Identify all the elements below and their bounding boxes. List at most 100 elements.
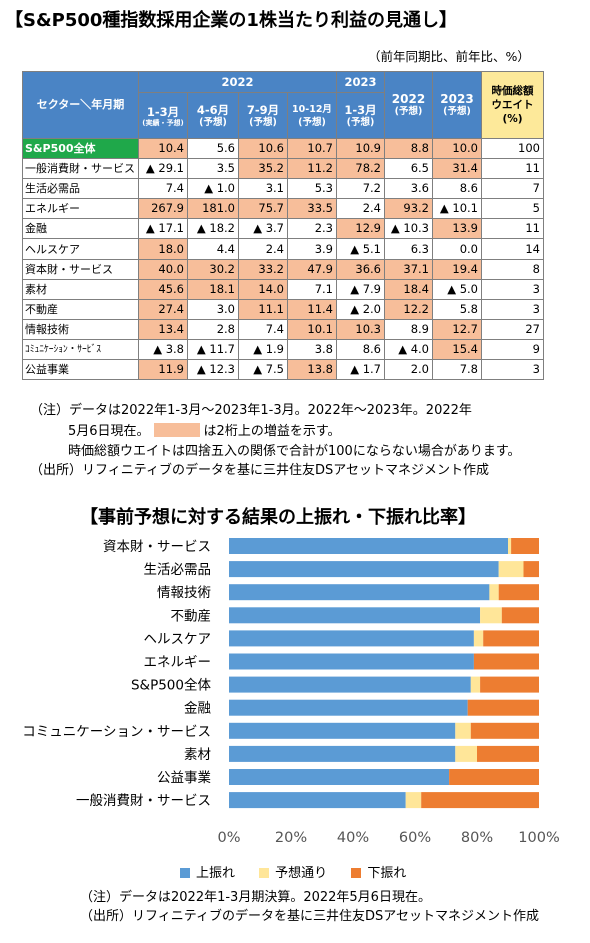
bar-segment xyxy=(229,630,474,647)
sector-cell: S&P500全体 xyxy=(22,137,139,160)
category-label: 一般消費財・サービス xyxy=(76,793,211,809)
value-cell: 6.3 xyxy=(384,238,433,260)
value-cell: 10.0 xyxy=(432,137,482,160)
value-cell: ▲ 3.8 xyxy=(138,338,188,361)
value-cell: 3.5 xyxy=(187,158,239,180)
value-cell: 11.4 xyxy=(287,298,337,320)
sector-cell: ｺﾐｭﾆｹｰｼｮﾝ・ｻｰﾋﾞｽ xyxy=(22,338,139,361)
sector-cell: 素材 xyxy=(22,278,139,300)
table-row: 一般消費財・サービス ▲ 29.1 3.5 35.2 11.2 78.2 6.5 31.4 11 xyxy=(22,158,544,180)
sector-cell: ヘルスケア xyxy=(22,238,139,260)
col-label: 1-3月 xyxy=(344,102,377,117)
bar-segment xyxy=(498,584,539,601)
weight-cell: 11 xyxy=(481,158,544,180)
col-label: 4-6月 xyxy=(196,102,230,117)
value-cell: 8.6 xyxy=(432,178,482,200)
bar-segment xyxy=(473,653,539,670)
legend-swatch xyxy=(351,868,362,878)
col-header: 1-3月 (予想) xyxy=(336,92,385,139)
value-cell: 78.2 xyxy=(336,158,385,180)
weight-cell: 7 xyxy=(481,178,544,200)
weight-cell: 27 xyxy=(481,318,544,340)
category-label: 情報技術 xyxy=(157,585,211,601)
year-2022-header: 2022 xyxy=(138,71,337,93)
value-cell: 11.9 xyxy=(138,359,188,381)
bar-segment xyxy=(229,561,499,578)
value-cell: 19.4 xyxy=(432,258,482,280)
source-line: （出所）リフィニティブのデータを基に三井住友DSアセットマネジメント作成 xyxy=(30,463,489,478)
sector-cell: 資本財・サービス xyxy=(22,258,139,280)
bar-segment xyxy=(480,607,502,624)
bar-segment xyxy=(449,769,539,785)
value-cell: 8.6 xyxy=(336,338,385,361)
value-cell: ▲ 1.9 xyxy=(238,338,288,361)
bar-segment xyxy=(508,538,512,554)
bar-segment xyxy=(229,538,508,554)
bar-segment xyxy=(229,722,456,739)
value-cell: ▲ 12.3 xyxy=(187,359,239,381)
legend-swatch xyxy=(259,868,270,878)
highlight-swatch xyxy=(153,423,200,437)
value-cell: 10.9 xyxy=(336,137,385,160)
value-cell: 13.9 xyxy=(432,218,482,240)
value-cell: 13.4 xyxy=(138,318,188,340)
category-label: S&P500全体 xyxy=(131,677,212,694)
year-2023-header: 2023 xyxy=(336,71,385,93)
bar-segment xyxy=(229,607,481,624)
col-header: 4-6月 (予想) xyxy=(187,92,239,139)
value-cell: 37.1 xyxy=(384,258,433,280)
legend-label: 上振れ xyxy=(196,866,236,881)
bar-segment xyxy=(229,699,468,716)
col-header: 10-12月 (予想) xyxy=(287,92,337,139)
value-cell: 5.3 xyxy=(287,178,337,200)
weight-header-line: ウエイト xyxy=(491,99,534,111)
table-row: エネルギー 267.9 181.0 75.7 33.5 2.4 93.2 ▲ 10.1 5 xyxy=(22,198,544,220)
value-cell: 10.4 xyxy=(138,137,188,160)
value-cell: 2.0 xyxy=(384,359,433,381)
value-cell: ▲ 3.7 xyxy=(238,218,288,240)
col-label: 1-3月 xyxy=(146,104,180,119)
sector-cell: 金融 xyxy=(22,218,139,240)
table-row: 不動産 27.4 3.0 11.1 11.4 ▲ 2.0 12.2 5.8 3 xyxy=(22,298,544,320)
table-row: 生活必需品 7.4 ▲ 1.0 3.1 5.3 7.2 3.6 8.6 7 xyxy=(22,178,544,200)
bar-segment xyxy=(523,561,539,578)
col-2022-header: 2022 (予想) xyxy=(384,71,433,139)
weight-cell: 11 xyxy=(481,218,544,240)
col-sub: (予想) xyxy=(298,116,326,128)
value-cell: 75.7 xyxy=(238,198,288,220)
chart-legend: 上振れ 予想通り 下振れ xyxy=(180,862,426,881)
category-label: エネルギー xyxy=(144,655,212,671)
value-cell: 36.6 xyxy=(336,258,385,280)
category-label: 公益事業 xyxy=(157,770,211,786)
weight-header-line: (%) xyxy=(502,113,523,125)
value-cell: ▲ 29.1 xyxy=(138,158,188,180)
x-tick-label: 60% xyxy=(399,830,431,846)
x-tick-label: 100% xyxy=(518,830,559,846)
chart-source: （出所）リフィニティブのデータを基に三井住友DSアセットマネジメント作成 xyxy=(80,909,539,924)
value-cell: 27.4 xyxy=(138,298,188,320)
value-cell: 4.4 xyxy=(187,238,239,260)
value-cell: 10.3 xyxy=(336,318,385,340)
value-cell: 18.0 xyxy=(138,238,188,260)
value-cell: 12.7 xyxy=(432,318,482,340)
col-label: 7-9月 xyxy=(246,102,280,117)
category-label: コミュニケーション・サービス xyxy=(22,724,211,740)
col-sub: (予想) xyxy=(199,116,227,128)
value-cell: 3.6 xyxy=(384,178,433,200)
value-cell: 3.0 xyxy=(187,298,239,320)
col-sub: (予想) xyxy=(249,116,277,128)
weight-cell: 8 xyxy=(481,258,544,280)
category-label: 資本財・サービス xyxy=(103,539,211,555)
page-title: 【S&P500種指数採用企業の1株当たり利益の見通し】 xyxy=(5,10,457,31)
value-cell: ▲ 5.0 xyxy=(432,278,482,300)
bar-segment xyxy=(489,584,499,601)
value-cell: 10.6 xyxy=(238,137,288,160)
bar-segment xyxy=(470,722,539,739)
legend-item: 予想通り xyxy=(259,862,327,881)
value-cell: 12.9 xyxy=(336,218,385,240)
value-cell: ▲ 4.0 xyxy=(384,338,433,361)
col-header: 7-9月 (予想) xyxy=(238,92,288,139)
value-cell: 3.9 xyxy=(287,238,337,260)
col-header: 1-3月 (実績・予想) xyxy=(138,92,188,139)
col-sub: (予想) xyxy=(346,116,375,128)
